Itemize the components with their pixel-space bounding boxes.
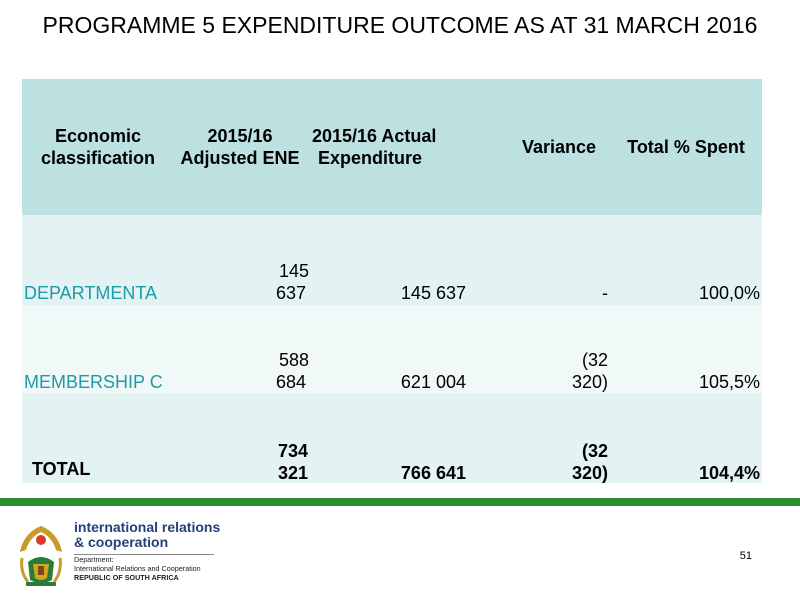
- row-variance: -: [602, 283, 608, 303]
- total-variance: (32 320): [571, 441, 608, 483]
- row-actual: 145 637: [400, 283, 466, 303]
- department-label: Department:: [74, 555, 114, 564]
- row-adjusted: 588 684: [276, 350, 310, 392]
- logo-line-1: international relations: [74, 519, 221, 535]
- row-adjusted: 145 637: [276, 261, 310, 303]
- header-actual-expenditure: 2015/16 Actual Expenditure: [312, 126, 437, 168]
- table-total-row: TOTAL 734 321 766 641 (32 320) 104,4%: [22, 393, 762, 483]
- header-economic-classification: Economic classification: [40, 126, 156, 168]
- total-percent: 104,4%: [698, 463, 760, 483]
- total-label: TOTAL: [32, 459, 91, 479]
- header-total-percent-spent: Total % Spent: [627, 137, 745, 157]
- total-adjusted: 734 321: [278, 441, 309, 483]
- header-variance: Variance: [521, 137, 596, 157]
- row-actual: 621 004: [400, 372, 466, 392]
- table-row: DEPARTMENTA 145 637 145 637 - 100,0%: [22, 215, 762, 305]
- logo-text: international relations & cooperation De…: [74, 520, 224, 582]
- page-number: 51: [739, 550, 752, 562]
- logo-divider: [74, 554, 214, 555]
- row-variance: (32 320): [571, 350, 608, 392]
- total-actual: 766 641: [400, 463, 466, 483]
- table-row: MEMBERSHIP C 588 684 621 004 (32 320) 10…: [22, 305, 762, 393]
- row-percent: 100,0%: [698, 283, 760, 303]
- dirco-logo: international relations & cooperation De…: [16, 520, 220, 592]
- page-title: PROGRAMME 5 EXPENDITURE OUTCOME AS AT 31…: [42, 12, 758, 38]
- row-percent: 105,5%: [698, 372, 760, 392]
- logo-line-2: & cooperation: [74, 534, 169, 550]
- department-name: International Relations and Cooperation: [74, 564, 201, 573]
- country-name: REPUBLIC OF SOUTH AFRICA: [74, 573, 179, 582]
- header-adjusted-ene: 2015/16 Adjusted ENE: [180, 126, 300, 168]
- row-classification: DEPARTMENTA: [24, 283, 158, 303]
- row-classification: MEMBERSHIP C: [24, 372, 163, 392]
- table-header-row: Economic classification 2015/16 Adjusted…: [22, 79, 762, 215]
- footer-rule: [0, 498, 800, 506]
- coat-of-arms-icon: [20, 526, 62, 586]
